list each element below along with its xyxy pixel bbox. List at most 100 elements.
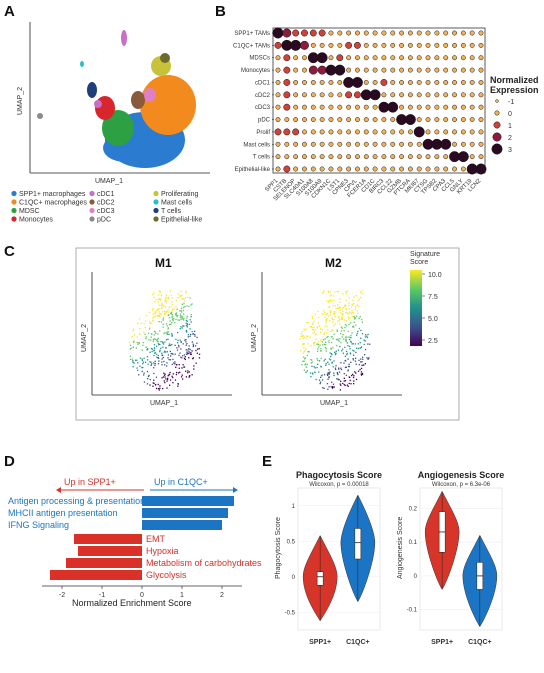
umap-cell: [352, 299, 354, 301]
umap-cell: [195, 349, 197, 352]
dotplot-dot: [310, 117, 316, 122]
dotplot-dot: [416, 92, 422, 98]
violin-title: Phagocytosis Score: [296, 470, 382, 480]
dotplot-row-label: Epithelial-like: [235, 167, 271, 173]
umap-cell: [334, 351, 336, 353]
umap-cell: [149, 384, 151, 386]
dotplot-dot: [407, 30, 413, 36]
dotplot-dot: [416, 67, 422, 73]
dotplot-dot: [416, 166, 422, 172]
dotplot-dot: [363, 55, 369, 61]
umap-cell: [189, 348, 191, 351]
umap-cell: [325, 350, 327, 352]
umap-cell: [183, 306, 185, 309]
umap-cell: [356, 304, 359, 306]
dotplot-dot: [469, 154, 475, 160]
umap-cell: [323, 290, 325, 292]
dotplot-dot: [293, 154, 299, 160]
violin-tick-label: 0: [414, 574, 418, 580]
umap-cell: [352, 358, 354, 360]
umap-cell: [330, 359, 332, 361]
umap-cell: [317, 348, 319, 350]
umap-cell: [167, 298, 170, 300]
umap-cell: [333, 325, 335, 327]
umap-cell: [317, 359, 319, 361]
umap-cell: [156, 314, 158, 317]
umap-cell: [336, 372, 339, 375]
dotplot-dot: [310, 92, 316, 98]
dotplot-dot: [434, 55, 440, 61]
dotplot-dot: [416, 55, 422, 61]
umap-cell: [337, 304, 339, 306]
umap-cell: [299, 338, 301, 340]
umap-cell: [336, 290, 338, 293]
umap-cell: [352, 376, 355, 379]
umap-cell: [191, 330, 193, 333]
umap-cell: [175, 306, 177, 308]
umap-cell: [311, 315, 313, 318]
umap-cell: [345, 299, 347, 301]
panel-c-label: C: [4, 243, 15, 260]
umap-cell: [186, 351, 188, 353]
umap-cell: [319, 382, 321, 385]
umap-cell: [331, 341, 333, 344]
umap-cell: [319, 381, 322, 383]
umap-m2-ylabel: UMAP_2: [251, 324, 258, 352]
umap-cell: [362, 356, 364, 358]
dotplot-dot: [275, 117, 281, 122]
dotplot-legend-dot: [495, 99, 499, 103]
violin-box: [316, 571, 324, 586]
umap-cell: [167, 354, 170, 356]
umap-cell: [324, 316, 326, 318]
umap-cell: [181, 367, 183, 369]
umap-cell: [172, 308, 174, 311]
umap-m1-xlabel: UMAP_1: [150, 400, 178, 407]
umap-cell: [174, 363, 176, 365]
dotplot-dot: [275, 80, 281, 85]
umap-cell: [191, 350, 193, 352]
umap-cell: [349, 311, 351, 313]
cluster-c1qc: [140, 75, 196, 135]
dotplot-dot: [425, 30, 431, 36]
umap-cell: [329, 309, 331, 312]
umap-a-ylabel: UMAP_2: [17, 87, 24, 115]
umap-cell: [138, 374, 140, 376]
umap-cell: [311, 372, 314, 374]
umap-cell: [145, 336, 147, 338]
umap-cell: [354, 371, 356, 373]
umap-cell: [196, 336, 198, 339]
umap-cell: [331, 381, 333, 383]
umap-cell: [312, 317, 314, 319]
umap-cell: [348, 297, 350, 299]
dotplot-dot: [372, 55, 378, 61]
dotplot-dot: [283, 54, 291, 62]
umap-cell: [184, 300, 186, 302]
dotplot-dot: [390, 117, 396, 122]
umap-cell: [173, 318, 175, 320]
dotplot-dot: [407, 42, 413, 48]
umap-cell: [330, 348, 332, 350]
dotplot-dot: [319, 141, 325, 147]
umap-cell: [339, 338, 341, 340]
umap-cell: [167, 377, 169, 380]
umap-cell: [185, 339, 187, 341]
umap-cell: [168, 296, 170, 298]
dotplot-dot: [478, 129, 484, 135]
dotplot-dot: [469, 67, 475, 73]
umap-cell: [163, 372, 165, 374]
umap-cell: [184, 358, 186, 361]
umap-cell: [350, 383, 352, 385]
umap-cell: [320, 366, 322, 368]
umap-cell: [166, 332, 168, 334]
umap-cell: [152, 319, 155, 321]
dotplot-dot: [308, 65, 318, 75]
dotplot-dot: [354, 55, 360, 61]
umap-cell: [167, 327, 169, 329]
dotplot-row-label: cDC1: [255, 80, 271, 86]
umap-cell: [350, 341, 352, 343]
umap-cell: [190, 304, 192, 306]
umap-cell: [339, 389, 341, 391]
umap-cell: [181, 307, 183, 309]
dotplot-dot: [363, 104, 369, 110]
umap-cell: [345, 293, 348, 295]
